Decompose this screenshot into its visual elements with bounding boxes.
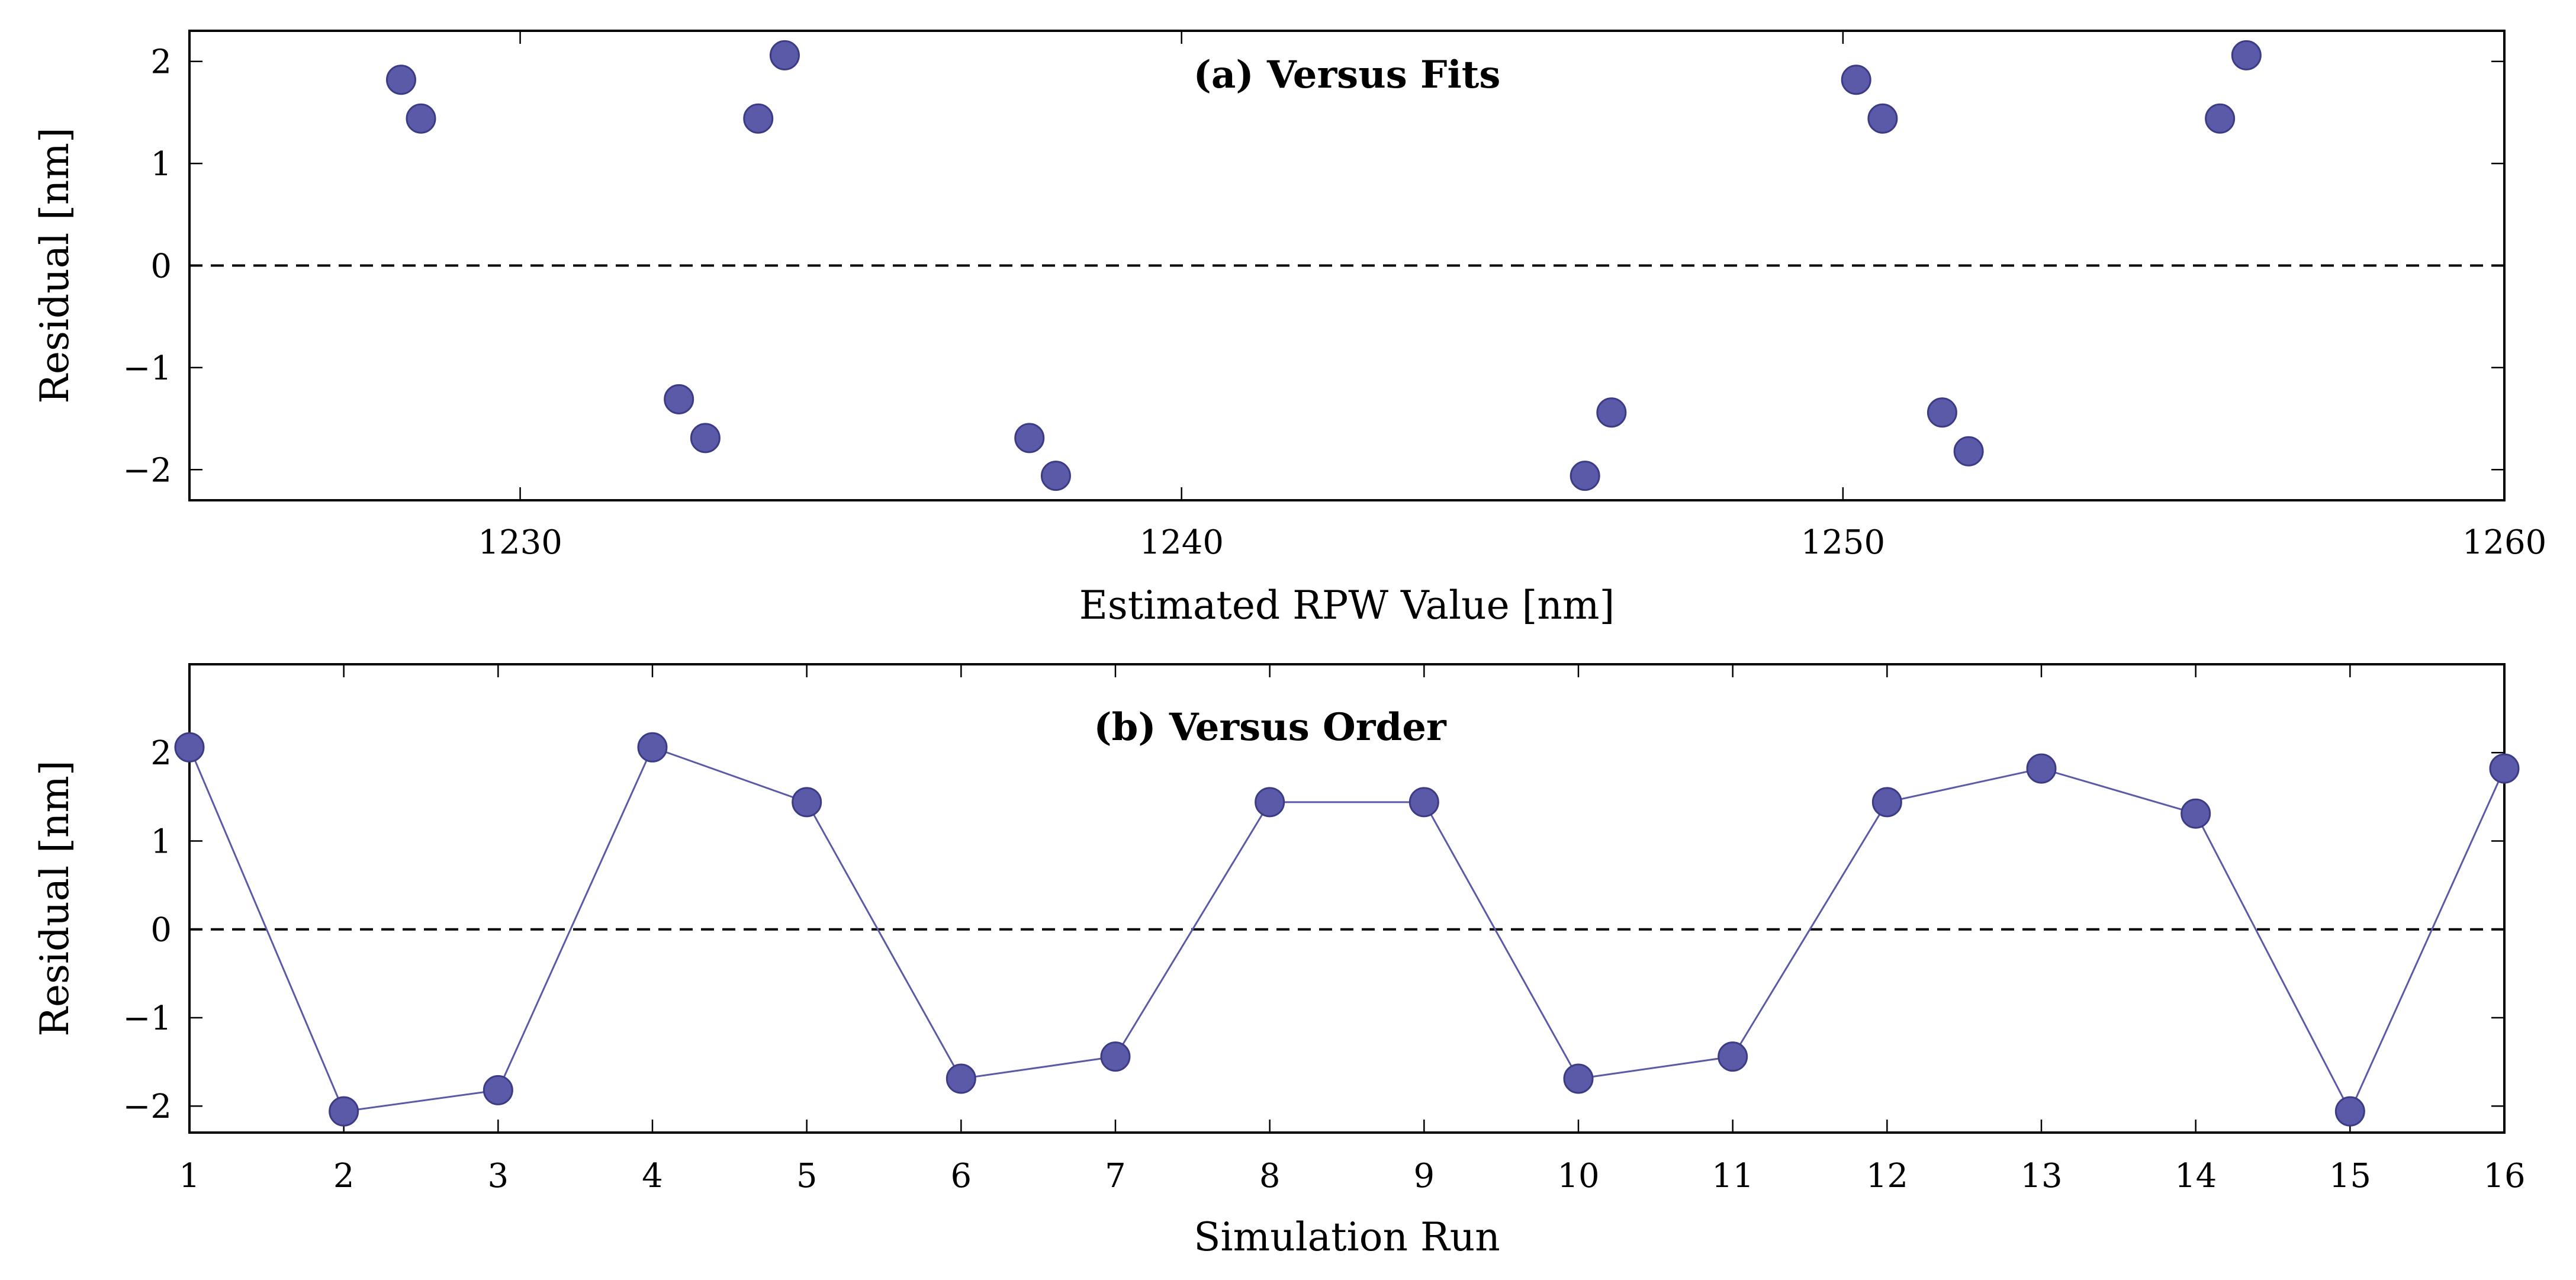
data-point (1718, 1041, 1748, 1072)
data-point (329, 1096, 359, 1127)
x-tick-label: 15 (2329, 1157, 2371, 1195)
y-tick-label: 1 (150, 145, 172, 184)
y-tick-label: −1 (123, 999, 172, 1038)
x-tick-label: 13 (2020, 1157, 2062, 1195)
x-tick-label: 9 (1414, 1157, 1435, 1195)
data-point (946, 1063, 976, 1094)
y-tick-label: 2 (150, 43, 172, 82)
data-point (1408, 787, 1439, 818)
data-point (483, 1075, 513, 1105)
data-point (2181, 798, 2211, 829)
x-tick-label: 1230 (478, 523, 562, 562)
x-tick-label: 1250 (1801, 523, 1886, 562)
data-point (637, 732, 668, 763)
y-tick-label: 0 (150, 247, 172, 286)
y-tick-label: 1 (150, 822, 172, 861)
data-point (1014, 423, 1045, 454)
data-point (769, 40, 800, 70)
x-axis-label: Estimated RPW Value [nm] (1079, 583, 1615, 628)
x-tick-label: 14 (2175, 1157, 2217, 1195)
data-point (664, 384, 694, 414)
chart-title: (a) Versus Fits (1194, 53, 1501, 97)
data-point (1100, 1041, 1131, 1072)
data-point (2334, 1096, 2365, 1127)
data-point (1953, 436, 1984, 467)
y-axis-label: Residual [nm] (32, 760, 78, 1037)
x-tick-label: 1240 (1139, 523, 1224, 562)
data-point (1563, 1063, 1594, 1094)
data-point (2231, 40, 2262, 70)
y-tick-label: 2 (150, 734, 172, 773)
residual-series-line (188, 746, 2506, 1114)
x-tick-label: 1260 (2462, 523, 2547, 562)
x-tick-label: 12 (1866, 1157, 1908, 1195)
data-point (1255, 787, 1285, 818)
x-tick-label: 16 (2483, 1157, 2525, 1195)
y-tick-label: −2 (123, 451, 172, 490)
data-point (2489, 753, 2520, 784)
y-tick-label: −1 (123, 349, 172, 388)
data-point (385, 65, 416, 95)
y-tick-label: −2 (123, 1088, 172, 1126)
data-point (1841, 65, 1871, 95)
data-point (743, 103, 774, 134)
x-tick-label: 3 (488, 1157, 509, 1195)
x-tick-label: 6 (951, 1157, 972, 1195)
data-point (1871, 787, 1902, 818)
y-tick-label: 0 (150, 911, 172, 950)
data-point (174, 732, 205, 763)
data-point (1927, 397, 1957, 428)
data-point (406, 103, 436, 134)
data-point (1867, 103, 1898, 134)
data-point (2026, 753, 2057, 784)
data-point (690, 423, 721, 454)
x-tick-label: 5 (796, 1157, 818, 1195)
x-tick-label: 1 (179, 1157, 200, 1195)
x-axis-label: Simulation Run (1194, 1214, 1500, 1260)
x-tick-label: 11 (1712, 1157, 1754, 1195)
data-point (1040, 461, 1071, 491)
panel-versus-fits: −2 −1 0 1 2 1230 1240 1250 1260 (a) Versus Fits Es… (32, 30, 2547, 628)
x-tick-label: 4 (642, 1157, 663, 1195)
x-tick-label: 8 (1259, 1157, 1281, 1195)
data-point (792, 787, 822, 818)
x-tick-label: 7 (1105, 1157, 1126, 1195)
data-point (1570, 461, 1600, 491)
x-tick-label: 2 (333, 1157, 355, 1195)
chart-title: (b) Versus Order (1094, 705, 1447, 750)
data-point (2205, 103, 2236, 134)
y-axis-label: Residual [nm] (32, 127, 78, 404)
plot-frame (188, 663, 2506, 1134)
data-point (1596, 397, 1627, 428)
x-tick-label: 10 (1557, 1157, 1599, 1195)
